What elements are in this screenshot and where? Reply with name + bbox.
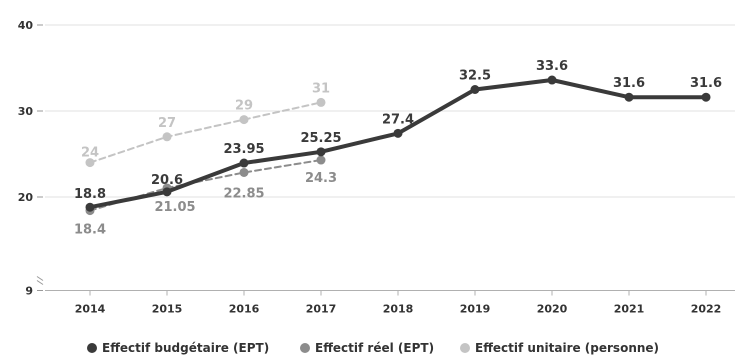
data-label-effectif-budgetaire-ept: 31.6 [613, 76, 645, 91]
data-point-effectif-unitaire-personne[interactable] [162, 132, 172, 142]
legend-marker [87, 343, 97, 353]
data-label-effectif-reel-ept: 21.05 [154, 200, 195, 215]
data-point-effectif-budgetaire-ept[interactable] [85, 202, 95, 212]
data-label-effectif-unitaire-personne: 31 [312, 81, 330, 96]
x-tick-label: 2017 [306, 303, 337, 316]
data-label-effectif-unitaire-personne: 27 [158, 116, 176, 131]
x-tick-label: 2015 [152, 303, 183, 316]
data-label-effectif-budgetaire-ept: 32.5 [459, 69, 491, 84]
data-label-effectif-unitaire-personne: 29 [235, 99, 253, 114]
x-tick-label: 2014 [75, 303, 106, 316]
series-lines [85, 75, 711, 216]
data-label-effectif-reel-ept: 22.85 [223, 186, 264, 201]
x-tick-label: 2021 [614, 303, 645, 316]
legend-marker [300, 343, 310, 353]
y-tick-label: 30 [18, 105, 34, 118]
data-label-effectif-reel-ept: 18.4 [74, 223, 106, 238]
x-tick-label: 2020 [537, 303, 568, 316]
data-label-effectif-budgetaire-ept: 18.8 [74, 187, 106, 202]
x-tick-label: 2022 [691, 303, 722, 316]
x-tick-label: 2018 [383, 303, 414, 316]
x-tick-label: 2016 [229, 303, 260, 316]
series-line-effectif-budgetaire-ept [88, 78, 708, 210]
legend-marker [460, 343, 470, 353]
data-point-effectif-budgetaire-ept[interactable] [162, 187, 172, 197]
data-label-effectif-budgetaire-ept: 25.25 [300, 131, 341, 146]
data-labels: 24 27 29 31 18.4 21.05 22.85 24.3 18.8 20.6 23.95 2… [74, 59, 722, 238]
data-point-effectif-budgetaire-ept[interactable] [547, 75, 557, 85]
legend-label: Effectif budgétaire (EPT) [102, 341, 269, 355]
y-tick-label: 40 [18, 19, 34, 32]
axis-break-mark [36, 280, 44, 285]
data-label-effectif-budgetaire-ept: 33.6 [536, 59, 568, 74]
data-point-effectif-budgetaire-ept[interactable] [470, 85, 480, 94]
data-label-effectif-reel-ept: 24.3 [305, 171, 337, 186]
x-tick-label: 2019 [460, 303, 491, 316]
y-tick-label: 9 [25, 285, 33, 298]
legend-item-effectif-unitaire-personne[interactable]: Effectif unitaire (personne) [460, 341, 659, 355]
series-line-effectif-unitaire-personne [89, 101, 322, 164]
data-point-effectif-reel-ept[interactable] [316, 155, 326, 165]
legend-label: Effectif unitaire (personne) [475, 341, 659, 355]
legend-item-effectif-budgetaire-ept[interactable]: Effectif budgétaire (EPT) [87, 341, 269, 355]
axes: 9 20 30 40 2014 2015 2016 2017 2018 2019 2020 2021 2… [18, 19, 722, 316]
data-point-effectif-unitaire-personne[interactable] [85, 158, 95, 168]
data-point-effectif-budgetaire-ept[interactable] [393, 128, 403, 138]
series-line-effectif-reel-ept [89, 159, 322, 212]
data-label-effectif-budgetaire-ept: 23.95 [223, 142, 264, 157]
data-label-effectif-budgetaire-ept: 27.4 [382, 112, 414, 127]
data-point-effectif-reel-ept[interactable] [239, 167, 249, 177]
data-point-effectif-budgetaire-ept[interactable] [239, 158, 249, 168]
y-tick-label: 20 [18, 191, 34, 204]
data-label-effectif-budgetaire-ept: 31.6 [690, 76, 722, 91]
legend-item-effectif-reel-ept[interactable]: Effectif réel (EPT) [300, 341, 434, 355]
data-point-effectif-unitaire-personne[interactable] [316, 97, 326, 107]
data-point-effectif-unitaire-personne[interactable] [239, 115, 249, 125]
data-point-effectif-budgetaire-ept[interactable] [624, 92, 634, 102]
data-point-effectif-budgetaire-ept[interactable] [316, 147, 326, 157]
data-label-effectif-budgetaire-ept: 20.6 [151, 173, 183, 188]
data-point-effectif-budgetaire-ept[interactable] [701, 92, 711, 102]
legend[interactable]: Effectif budgétaire (EPT) Effectif réel (… [87, 341, 659, 355]
data-label-effectif-unitaire-personne: 24 [81, 146, 99, 161]
gridlines [45, 24, 735, 291]
legend-label: Effectif réel (EPT) [315, 341, 434, 355]
axis-break-mark [36, 276, 44, 281]
